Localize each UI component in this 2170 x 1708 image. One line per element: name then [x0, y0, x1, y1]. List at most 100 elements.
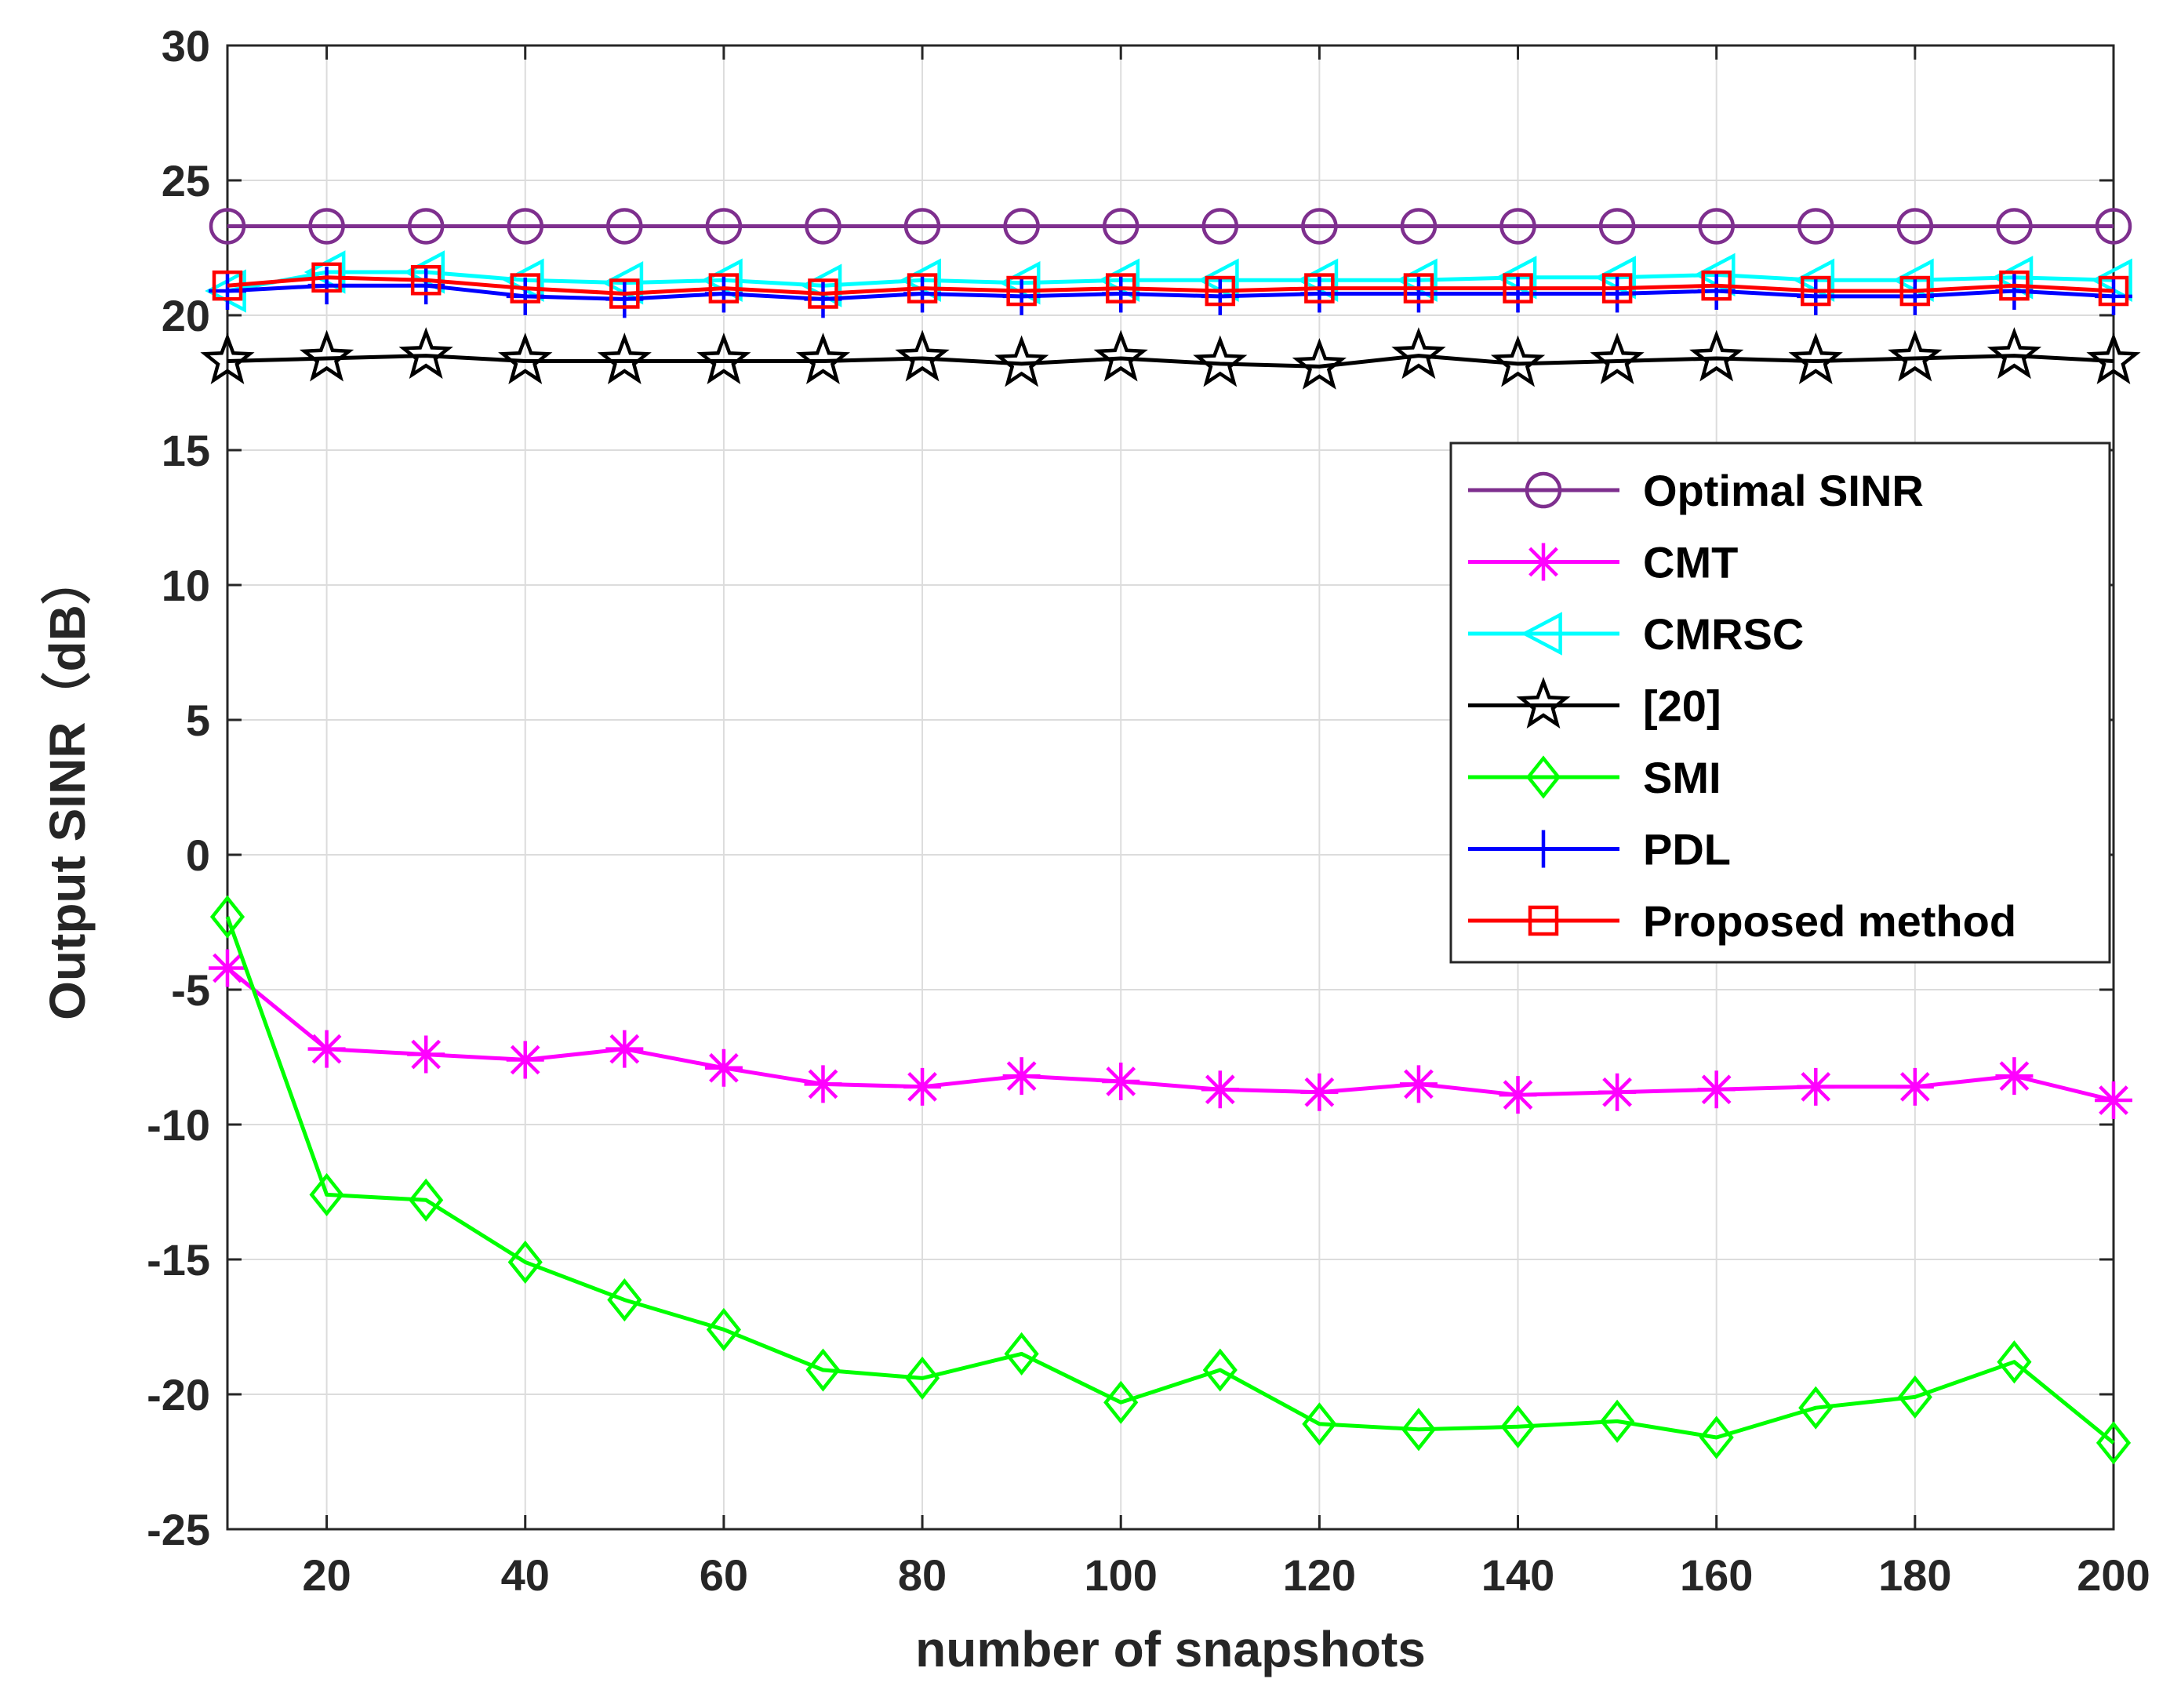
- y-axis-title: Output SINR（dB）: [39, 554, 96, 1020]
- y-tick-label: 30: [162, 21, 210, 71]
- data-point-smi: [409, 1178, 444, 1222]
- y-tick-label: -15: [147, 1235, 210, 1285]
- data-point-cmt: [1797, 1067, 1835, 1106]
- data-point-20: [1986, 327, 2042, 380]
- data-point-cmt: [1399, 1065, 1438, 1103]
- data-point-proposed-method: [410, 265, 442, 296]
- data-point-optimal-sinr: [1301, 208, 1338, 245]
- y-tick-label: -25: [147, 1505, 210, 1554]
- data-point-cmt: [506, 1041, 544, 1079]
- data-point-20: [1093, 329, 1148, 382]
- legend-label: PDL: [1643, 825, 1731, 874]
- data-point-smi: [1202, 1348, 1238, 1392]
- data-point-20: [1193, 335, 1248, 387]
- data-point-20: [1590, 333, 1645, 385]
- series-proposed-method: [212, 262, 2129, 309]
- data-point-smi: [607, 1277, 642, 1322]
- axis-titles: number of snapshots Output SINR（dB）: [39, 554, 1426, 1677]
- data-point-smi: [904, 1356, 940, 1400]
- data-point-cmt: [1598, 1073, 1637, 1111]
- data-point-proposed-method: [1701, 270, 1732, 301]
- x-tick-label: 60: [700, 1550, 748, 1600]
- legend-marker-20: [1516, 677, 1571, 729]
- data-point-optimal-sinr: [209, 208, 246, 245]
- data-point-cmt: [1697, 1070, 1736, 1109]
- data-point-cmt: [407, 1035, 445, 1074]
- data-point-cmt: [1896, 1067, 1934, 1106]
- data-point-proposed-method: [1601, 273, 1633, 303]
- data-point-proposed-method: [808, 278, 838, 309]
- legend-entry-20: [20]: [1468, 677, 1721, 731]
- data-point-smi: [706, 1307, 741, 1352]
- data-point-cmt: [804, 1065, 842, 1103]
- legend-marker-cmrsc: [1521, 612, 1562, 656]
- data-point-smi: [1798, 1386, 1834, 1430]
- data-point-smi: [1302, 1402, 1337, 1446]
- data-point-optimal-sinr: [1201, 208, 1239, 245]
- legend-box: [1449, 442, 2111, 964]
- data-point-proposed-method: [1503, 273, 1533, 303]
- data-point-20: [299, 329, 354, 382]
- data-point-optimal-sinr: [1797, 208, 1834, 245]
- data-point-optimal-sinr: [1996, 208, 2033, 245]
- data-point-proposed-method: [1899, 275, 1931, 307]
- data-point-proposed-method: [311, 262, 342, 293]
- y-tick-label: 25: [162, 156, 210, 205]
- legend-marker-proposed-method: [1528, 905, 1559, 936]
- data-point-20: [1490, 335, 1546, 387]
- data-point-optimal-sinr: [1698, 208, 1735, 245]
- data-point-cmt: [307, 1030, 346, 1068]
- series-20: [200, 327, 2141, 390]
- data-point-20: [1391, 327, 1446, 380]
- data-point-cmt: [1102, 1062, 1140, 1100]
- data-point-optimal-sinr: [507, 208, 543, 245]
- legend-label: SMI: [1643, 753, 1721, 802]
- data-point-smi: [507, 1240, 543, 1285]
- data-point-smi: [1103, 1380, 1139, 1424]
- data-point-optimal-sinr: [1400, 208, 1438, 245]
- series-line-proposed-method: [227, 275, 2114, 296]
- data-point-smi: [209, 895, 245, 939]
- data-point-cmt: [1499, 1076, 1537, 1114]
- data-point-proposed-method: [1999, 270, 2030, 301]
- data-point-cmt: [605, 1030, 644, 1068]
- data-point-20: [1292, 337, 1347, 390]
- x-tick-label: 20: [302, 1550, 351, 1600]
- x-tick-label: 40: [501, 1550, 550, 1600]
- data-point-20: [696, 333, 751, 385]
- data-point-20: [398, 327, 453, 380]
- data-point-optimal-sinr: [308, 208, 345, 245]
- data-point-smi: [1997, 1340, 2032, 1384]
- data-point-smi: [1500, 1405, 1536, 1448]
- legend-entry-cmt: CMT: [1468, 538, 1738, 587]
- legend-entry-proposed-method: Proposed method: [1468, 896, 2016, 946]
- data-point-smi: [1004, 1332, 1039, 1376]
- data-point-20: [1888, 329, 1943, 382]
- data-point-proposed-method: [1403, 273, 1434, 303]
- x-tick-label: 140: [1481, 1550, 1554, 1600]
- data-point-proposed-method: [1801, 275, 1831, 307]
- data-point-cmt: [209, 949, 246, 987]
- series-optimal-sinr: [209, 208, 2132, 245]
- plot-area-frame: [226, 44, 2115, 1531]
- data-point-cmt: [903, 1067, 942, 1106]
- data-point-cmt: [1002, 1057, 1041, 1096]
- data-point-optimal-sinr: [805, 208, 841, 245]
- data-point-cmt: [2095, 1081, 2132, 1120]
- legend-label: [20]: [1643, 681, 1721, 731]
- data-point-optimal-sinr: [705, 208, 743, 245]
- data-point-20: [994, 335, 1049, 387]
- data-point-optimal-sinr: [1499, 208, 1536, 245]
- y-tick-label: 20: [162, 291, 210, 340]
- legend-entry-pdl: PDL: [1468, 825, 1731, 874]
- data-point-proposed-method: [1105, 273, 1136, 303]
- data-point-proposed-method: [1205, 275, 1236, 307]
- data-point-smi: [1699, 1415, 1734, 1459]
- legend-marker-optimal-sinr: [1525, 471, 1562, 509]
- data-point-20: [200, 333, 255, 385]
- x-tick-label: 100: [1084, 1550, 1157, 1600]
- data-point-smi: [1401, 1408, 1437, 1452]
- data-point-20: [1689, 329, 1744, 382]
- data-point-cmt: [1300, 1073, 1339, 1111]
